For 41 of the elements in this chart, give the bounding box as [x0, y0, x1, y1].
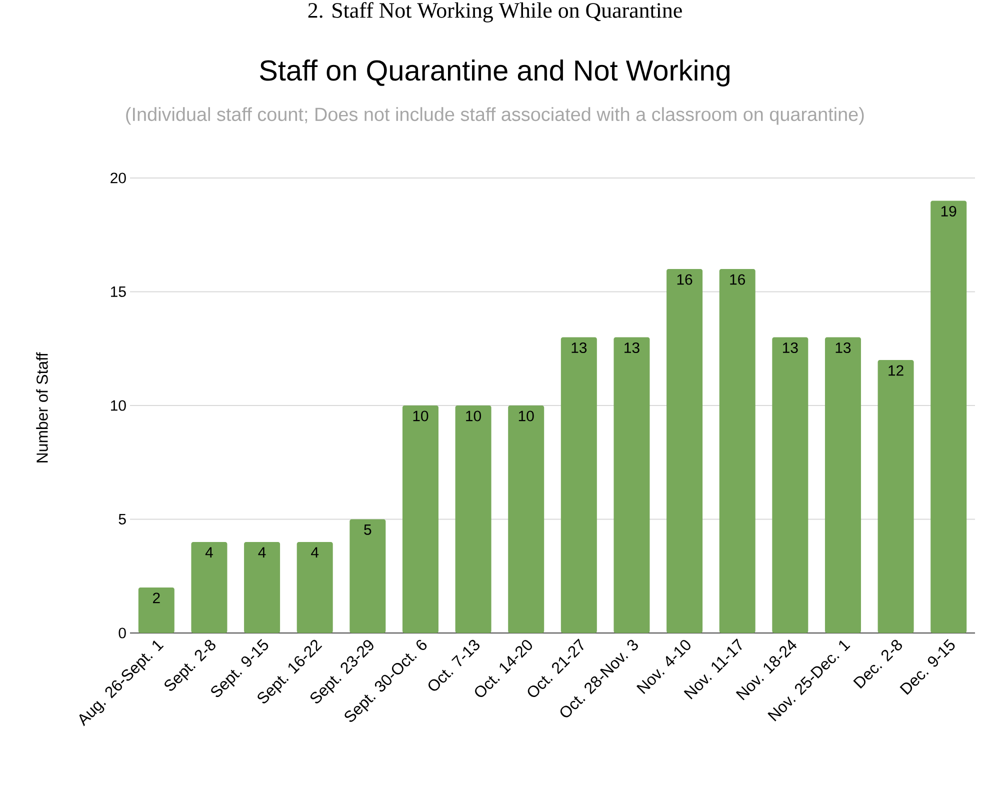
data-label: 13	[572, 342, 587, 354]
data-label: 13	[624, 342, 640, 354]
bar	[296, 542, 333, 633]
bar	[719, 268, 756, 633]
text: 2. Staff Not Working While on Quarantine	[308, 2, 682, 22]
bar	[138, 588, 174, 633]
bar	[878, 360, 914, 633]
data-label: 16	[730, 274, 746, 285]
y-tick-label: 0	[118, 628, 126, 638]
bar	[455, 405, 492, 633]
y-tick-label: 20	[110, 172, 126, 184]
data-label: 4	[205, 547, 213, 558]
y-axis-title: Number of Staff	[36, 352, 48, 462]
bar	[402, 405, 438, 633]
chart-title: Staff on Quarantine and Not Working	[260, 60, 730, 86]
data-label: 10	[518, 410, 534, 422]
data-label: 5	[364, 524, 372, 535]
bar	[930, 200, 967, 633]
data-label: 4	[258, 547, 266, 558]
bar	[508, 405, 544, 633]
data-label: 4	[311, 547, 319, 558]
data-label: 19	[941, 206, 956, 217]
data-label: 16	[677, 274, 692, 285]
data-label: 2	[153, 592, 160, 604]
bar	[350, 519, 386, 633]
data-label: 13	[782, 342, 798, 354]
bar	[560, 337, 597, 633]
y-tick-label: 10	[111, 400, 126, 411]
bar	[666, 268, 703, 633]
data-label: 10	[413, 410, 428, 422]
data-label: 10	[466, 410, 482, 422]
data-label: 12	[888, 365, 904, 376]
data-label: 13	[836, 342, 851, 354]
y-tick-label: 15	[111, 286, 126, 297]
bar	[244, 542, 280, 633]
chart-subtitle: (Individual staff count; Does not include staff associated with a classroom on quarantine)	[126, 107, 864, 125]
bar	[824, 337, 861, 633]
bar	[772, 337, 808, 633]
bar	[191, 542, 228, 633]
y-tick-label: 5	[118, 514, 126, 524]
bar	[614, 337, 650, 633]
